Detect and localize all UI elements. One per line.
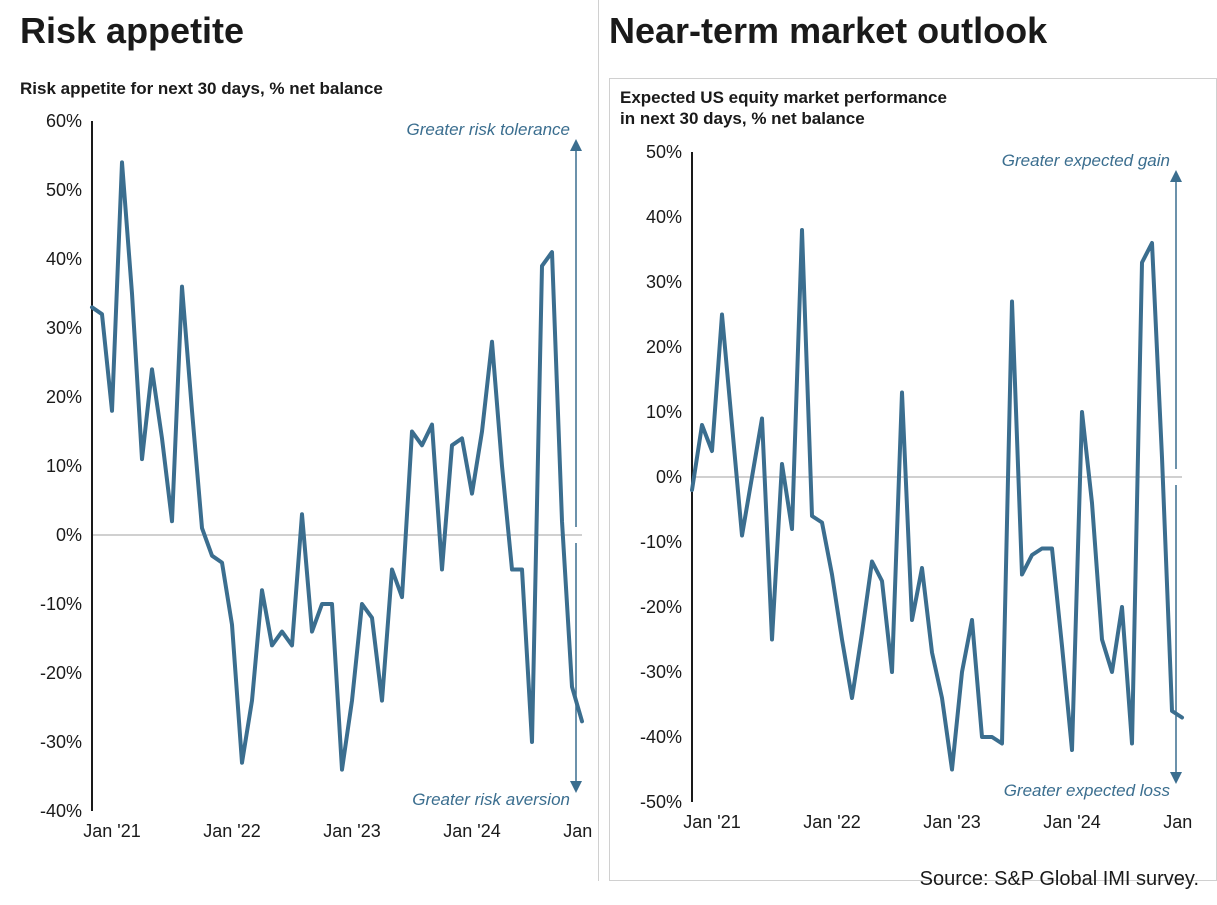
svg-text:-20%: -20% [640,597,682,617]
svg-text:50%: 50% [46,180,82,200]
market-outlook-chart: -50% -40% -30% -20% -10% 0% 10% 20% 30% 40% 50% Jan… [620,142,1206,862]
annotation-bottom: Greater expected loss [1004,781,1171,800]
svg-text:-30%: -30% [40,732,82,752]
svg-text:Jan '22: Jan '22 [203,821,260,841]
risk-appetite-panel: Risk appetite Risk appetite for next 30 … [0,0,598,881]
up-arrow-icon [1170,170,1182,182]
svg-text:Jan '25: Jan '25 [563,821,598,841]
source-text: Source: S&P Global IMI survey. [920,868,1199,891]
annotation-top: Greater expected gain [1002,151,1170,170]
market-outlook-panel: Near-term market outlook Expected US equ… [598,0,1217,881]
svg-text:20%: 20% [46,387,82,407]
svg-text:-10%: -10% [40,594,82,614]
svg-text:-30%: -30% [640,662,682,682]
svg-text:-10%: -10% [640,532,682,552]
svg-text:Jan '23: Jan '23 [323,821,380,841]
svg-text:10%: 10% [46,456,82,476]
svg-text:40%: 40% [646,207,682,227]
chart-box: Expected US equity market performancein … [609,78,1217,881]
panel-subtitle: Risk appetite for next 30 days, % net ba… [20,78,598,99]
down-arrow-icon [1170,772,1182,784]
up-arrow-icon [570,139,582,151]
svg-text:0%: 0% [56,525,82,545]
svg-text:Jan '25: Jan '25 [1163,812,1198,832]
svg-text:0%: 0% [656,467,682,487]
svg-text:-20%: -20% [40,663,82,683]
panel-title: Risk appetite [20,10,598,52]
svg-text:30%: 30% [46,318,82,338]
annotation-top: Greater risk tolerance [407,120,570,139]
down-arrow-icon [570,781,582,793]
annotation-bottom: Greater risk aversion [412,790,570,809]
panel-subtitle: Expected US equity market performancein … [620,87,1206,130]
svg-text:Jan '22: Jan '22 [803,812,860,832]
svg-text:50%: 50% [646,142,682,162]
svg-text:Jan '23: Jan '23 [923,812,980,832]
panel-title: Near-term market outlook [609,10,1217,52]
svg-text:Jan '21: Jan '21 [83,821,140,841]
svg-text:Jan '24: Jan '24 [1043,812,1100,832]
svg-text:30%: 30% [646,272,682,292]
svg-text:60%: 60% [46,111,82,131]
svg-text:Jan '21: Jan '21 [683,812,740,832]
svg-text:-50%: -50% [640,792,682,812]
svg-text:-40%: -40% [40,801,82,821]
risk-appetite-chart: -40% -30% -20% -10% 0% 10% 20% 30% 40% 50% 60% Jan … [20,111,598,871]
svg-text:-40%: -40% [640,727,682,747]
data-series [692,230,1182,770]
svg-text:20%: 20% [646,337,682,357]
svg-text:Jan '24: Jan '24 [443,821,500,841]
svg-text:40%: 40% [46,249,82,269]
data-series [92,163,582,770]
panels: Risk appetite Risk appetite for next 30 … [0,0,1217,881]
svg-text:10%: 10% [646,402,682,422]
